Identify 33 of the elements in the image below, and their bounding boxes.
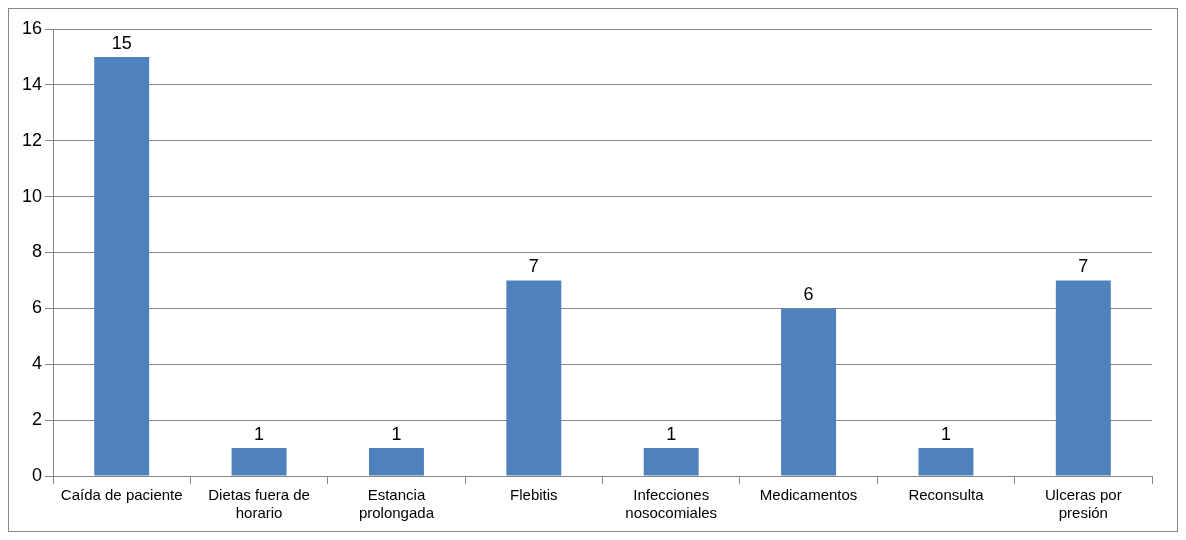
bar xyxy=(918,448,974,476)
data-label: 1 xyxy=(254,424,265,445)
x-tick-label: Medicamentos xyxy=(759,486,858,504)
y-tick-label: 8 xyxy=(32,241,43,262)
y-tick-label: 14 xyxy=(21,73,43,94)
data-label: 7 xyxy=(528,256,539,277)
data-label: 15 xyxy=(111,32,132,53)
bar xyxy=(1055,280,1111,476)
x-tick-label: Reconsulta xyxy=(908,486,985,504)
data-label: 1 xyxy=(940,424,951,445)
x-tick-label: Dietas fuera de horario xyxy=(208,486,310,522)
y-tick-label: 2 xyxy=(32,409,43,430)
y-tick-label: 10 xyxy=(21,185,43,206)
y-tick-label: 12 xyxy=(21,129,43,150)
data-label: 7 xyxy=(1078,256,1089,277)
bar xyxy=(94,56,150,476)
bar xyxy=(781,308,837,476)
bar xyxy=(643,448,699,476)
y-tick-label: 0 xyxy=(32,464,43,485)
bar xyxy=(368,448,424,476)
x-tick-label: Infecciones nosocomiales xyxy=(625,486,718,522)
bar xyxy=(231,448,287,476)
x-tick-label: Flebitis xyxy=(510,486,558,504)
y-tick-label: 6 xyxy=(32,297,43,318)
data-label: 6 xyxy=(803,284,814,305)
y-tick-label: 4 xyxy=(32,353,43,374)
x-tick-label: Estancia prolongada xyxy=(358,486,435,522)
x-tick-label: Caída de paciente xyxy=(60,486,183,504)
data-label: 1 xyxy=(391,424,402,445)
x-tick-label: Ulceras por presión xyxy=(1044,486,1122,522)
bar xyxy=(506,280,562,476)
data-label: 1 xyxy=(666,424,677,445)
y-tick-label: 16 xyxy=(21,17,43,38)
